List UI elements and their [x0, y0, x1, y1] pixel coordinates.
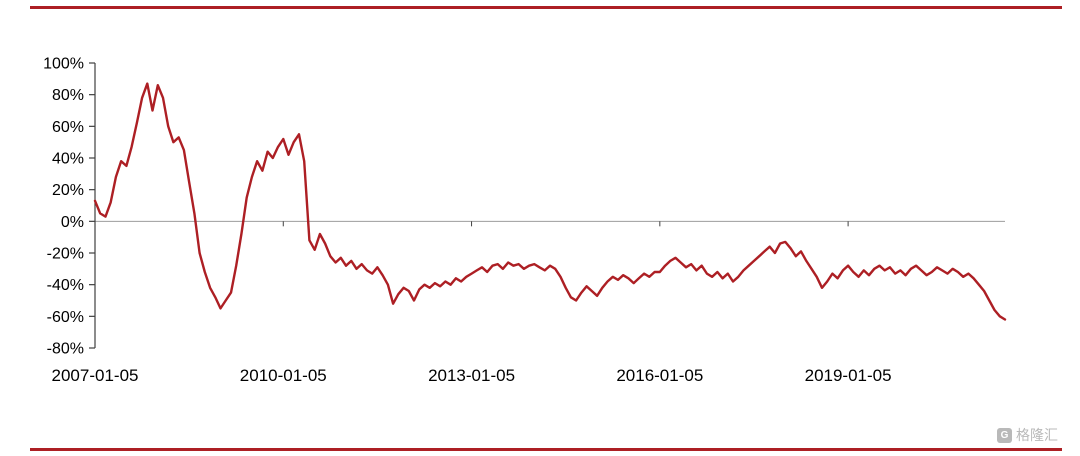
y-axis-label: 0% [61, 214, 84, 231]
x-axis-label: 2007-01-05 [52, 366, 139, 385]
top-divider [30, 6, 1062, 9]
x-axis-label: 2010-01-05 [240, 366, 327, 385]
y-axis-label: 20% [52, 182, 84, 199]
premium-line-series [93, 82, 1007, 321]
x-axis-label: 2013-01-05 [428, 366, 515, 385]
y-axis-label: 40% [52, 151, 84, 168]
y-axis-label: 60% [52, 119, 84, 136]
watermark-text: 格隆汇 [1016, 427, 1058, 443]
x-axis-label: 2019-01-05 [805, 366, 892, 385]
chart-area: 100% 80% 60% 40% 20% 0% -20% -40% -60% -80% 2007-0… [20, 48, 1020, 388]
y-axis-label: 100% [43, 56, 84, 73]
y-axis-label: 80% [52, 87, 84, 104]
gelonghui-logo-icon: G [997, 427, 1012, 443]
y-axis-label: -80% [47, 341, 84, 358]
y-axis-label: -60% [47, 309, 84, 326]
bottom-divider [30, 448, 1062, 451]
x-axis-label: 2016-01-05 [616, 366, 703, 385]
y-axis-label: -40% [47, 277, 84, 294]
y-axis-label: -20% [47, 246, 84, 263]
premium-line-chart: 100% 80% 60% 40% 20% 0% -20% -40% -60% -80% 2007-0… [43, 56, 1007, 385]
watermark: G 格隆汇 [997, 425, 1058, 445]
